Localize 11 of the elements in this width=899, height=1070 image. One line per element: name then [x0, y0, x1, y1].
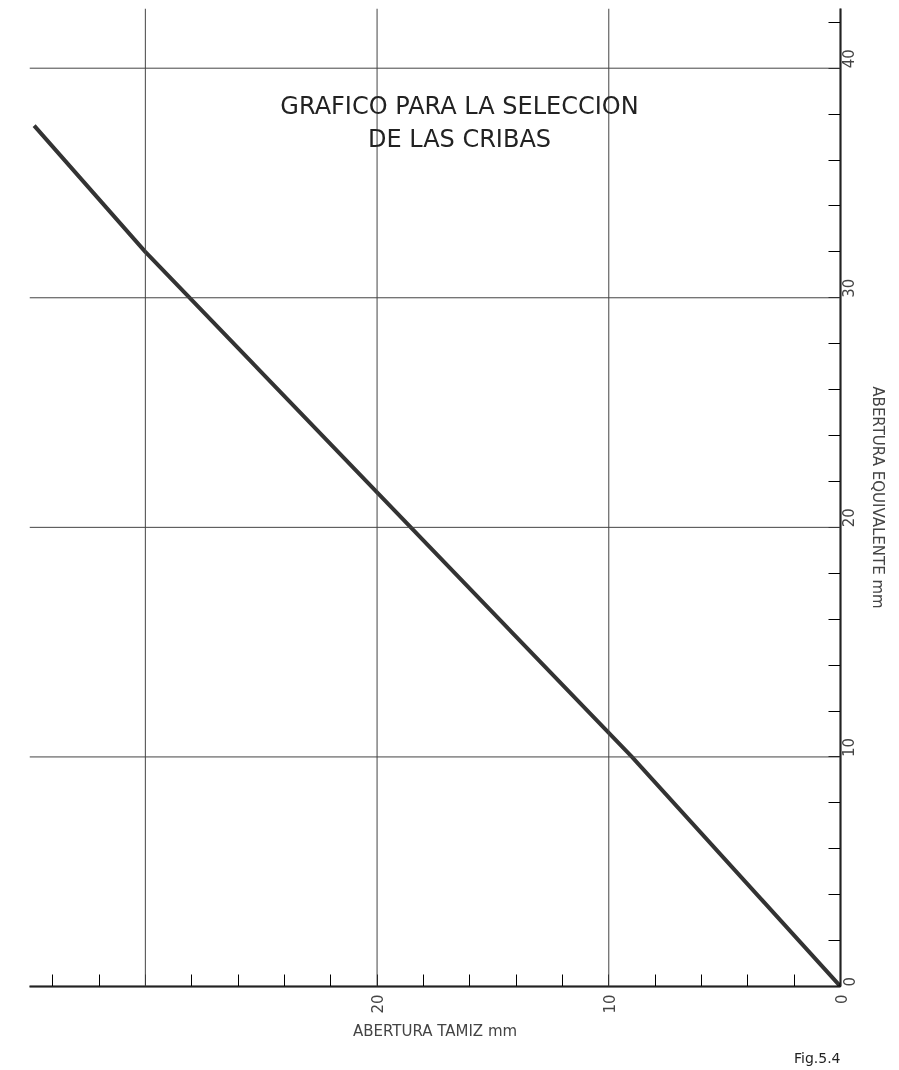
x-tick-label: 20 [369, 994, 388, 1014]
x-axis-title: ABERTURA TAMIZ mm [352, 1021, 518, 1040]
y-tick-label: 40 [840, 49, 859, 69]
x-tick-label: 10 [600, 994, 619, 1014]
y-tick-label: 20 [840, 508, 859, 528]
y-tick-label: 30 [840, 278, 859, 298]
caption: Fig.5.4 [793, 1049, 841, 1066]
y-tick-label: 10 [840, 737, 859, 757]
y-axis-title: ABERTURA EQUIVALENTE mm [868, 386, 887, 609]
y-tick-label: 0 [840, 976, 859, 987]
x-tick-label: 0 [832, 994, 851, 1005]
